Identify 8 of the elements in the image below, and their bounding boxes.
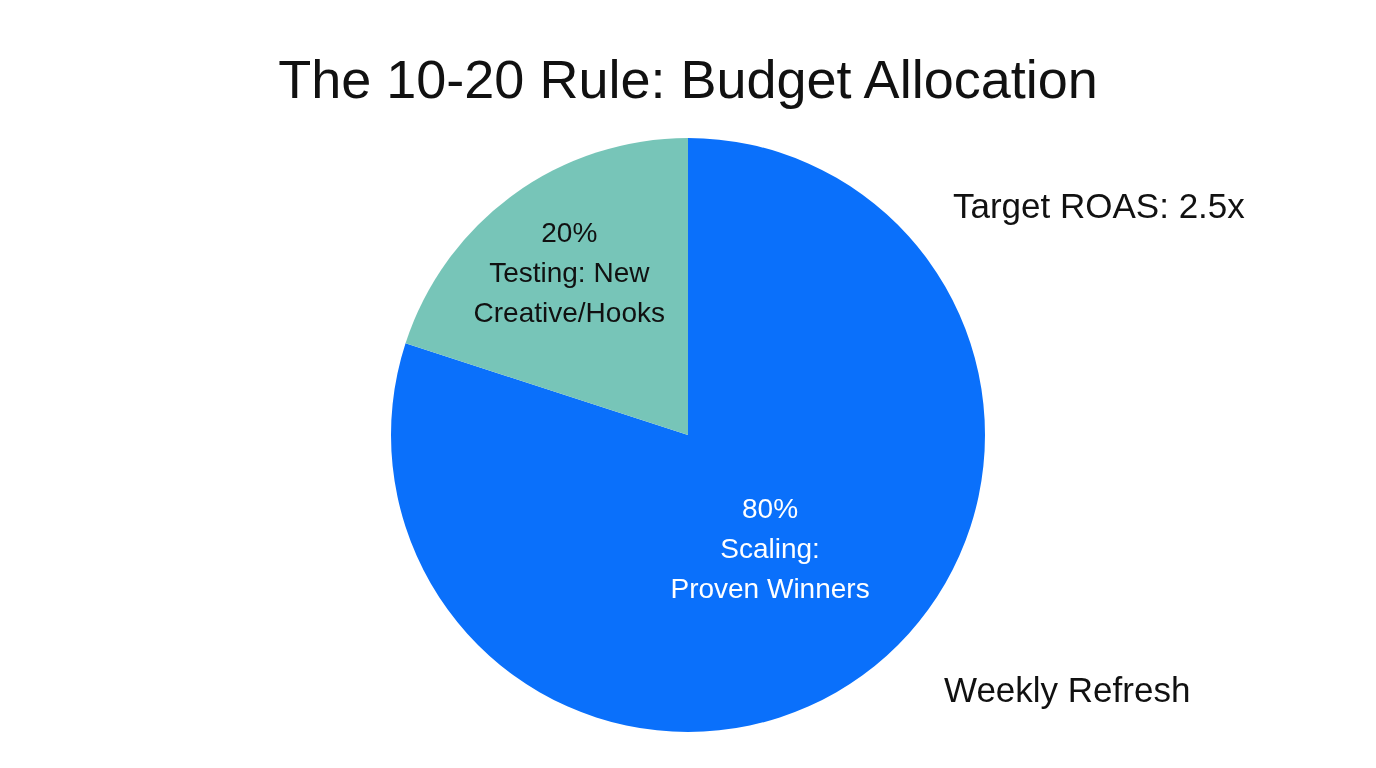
slice-label: Scaling: Proven Winners [670,532,870,604]
text: Target ROAS: 2.5x [953,186,1246,225]
data-label: 80% [742,492,799,524]
slice-label: Testing: New Creative/Hooks [473,256,665,328]
pie-slice [405,138,688,435]
data-label: 20% [541,216,598,248]
text: Weekly Refresh [944,670,1191,709]
chart-title: The 10-20 Rule: Budget Allocation [278,49,1098,109]
